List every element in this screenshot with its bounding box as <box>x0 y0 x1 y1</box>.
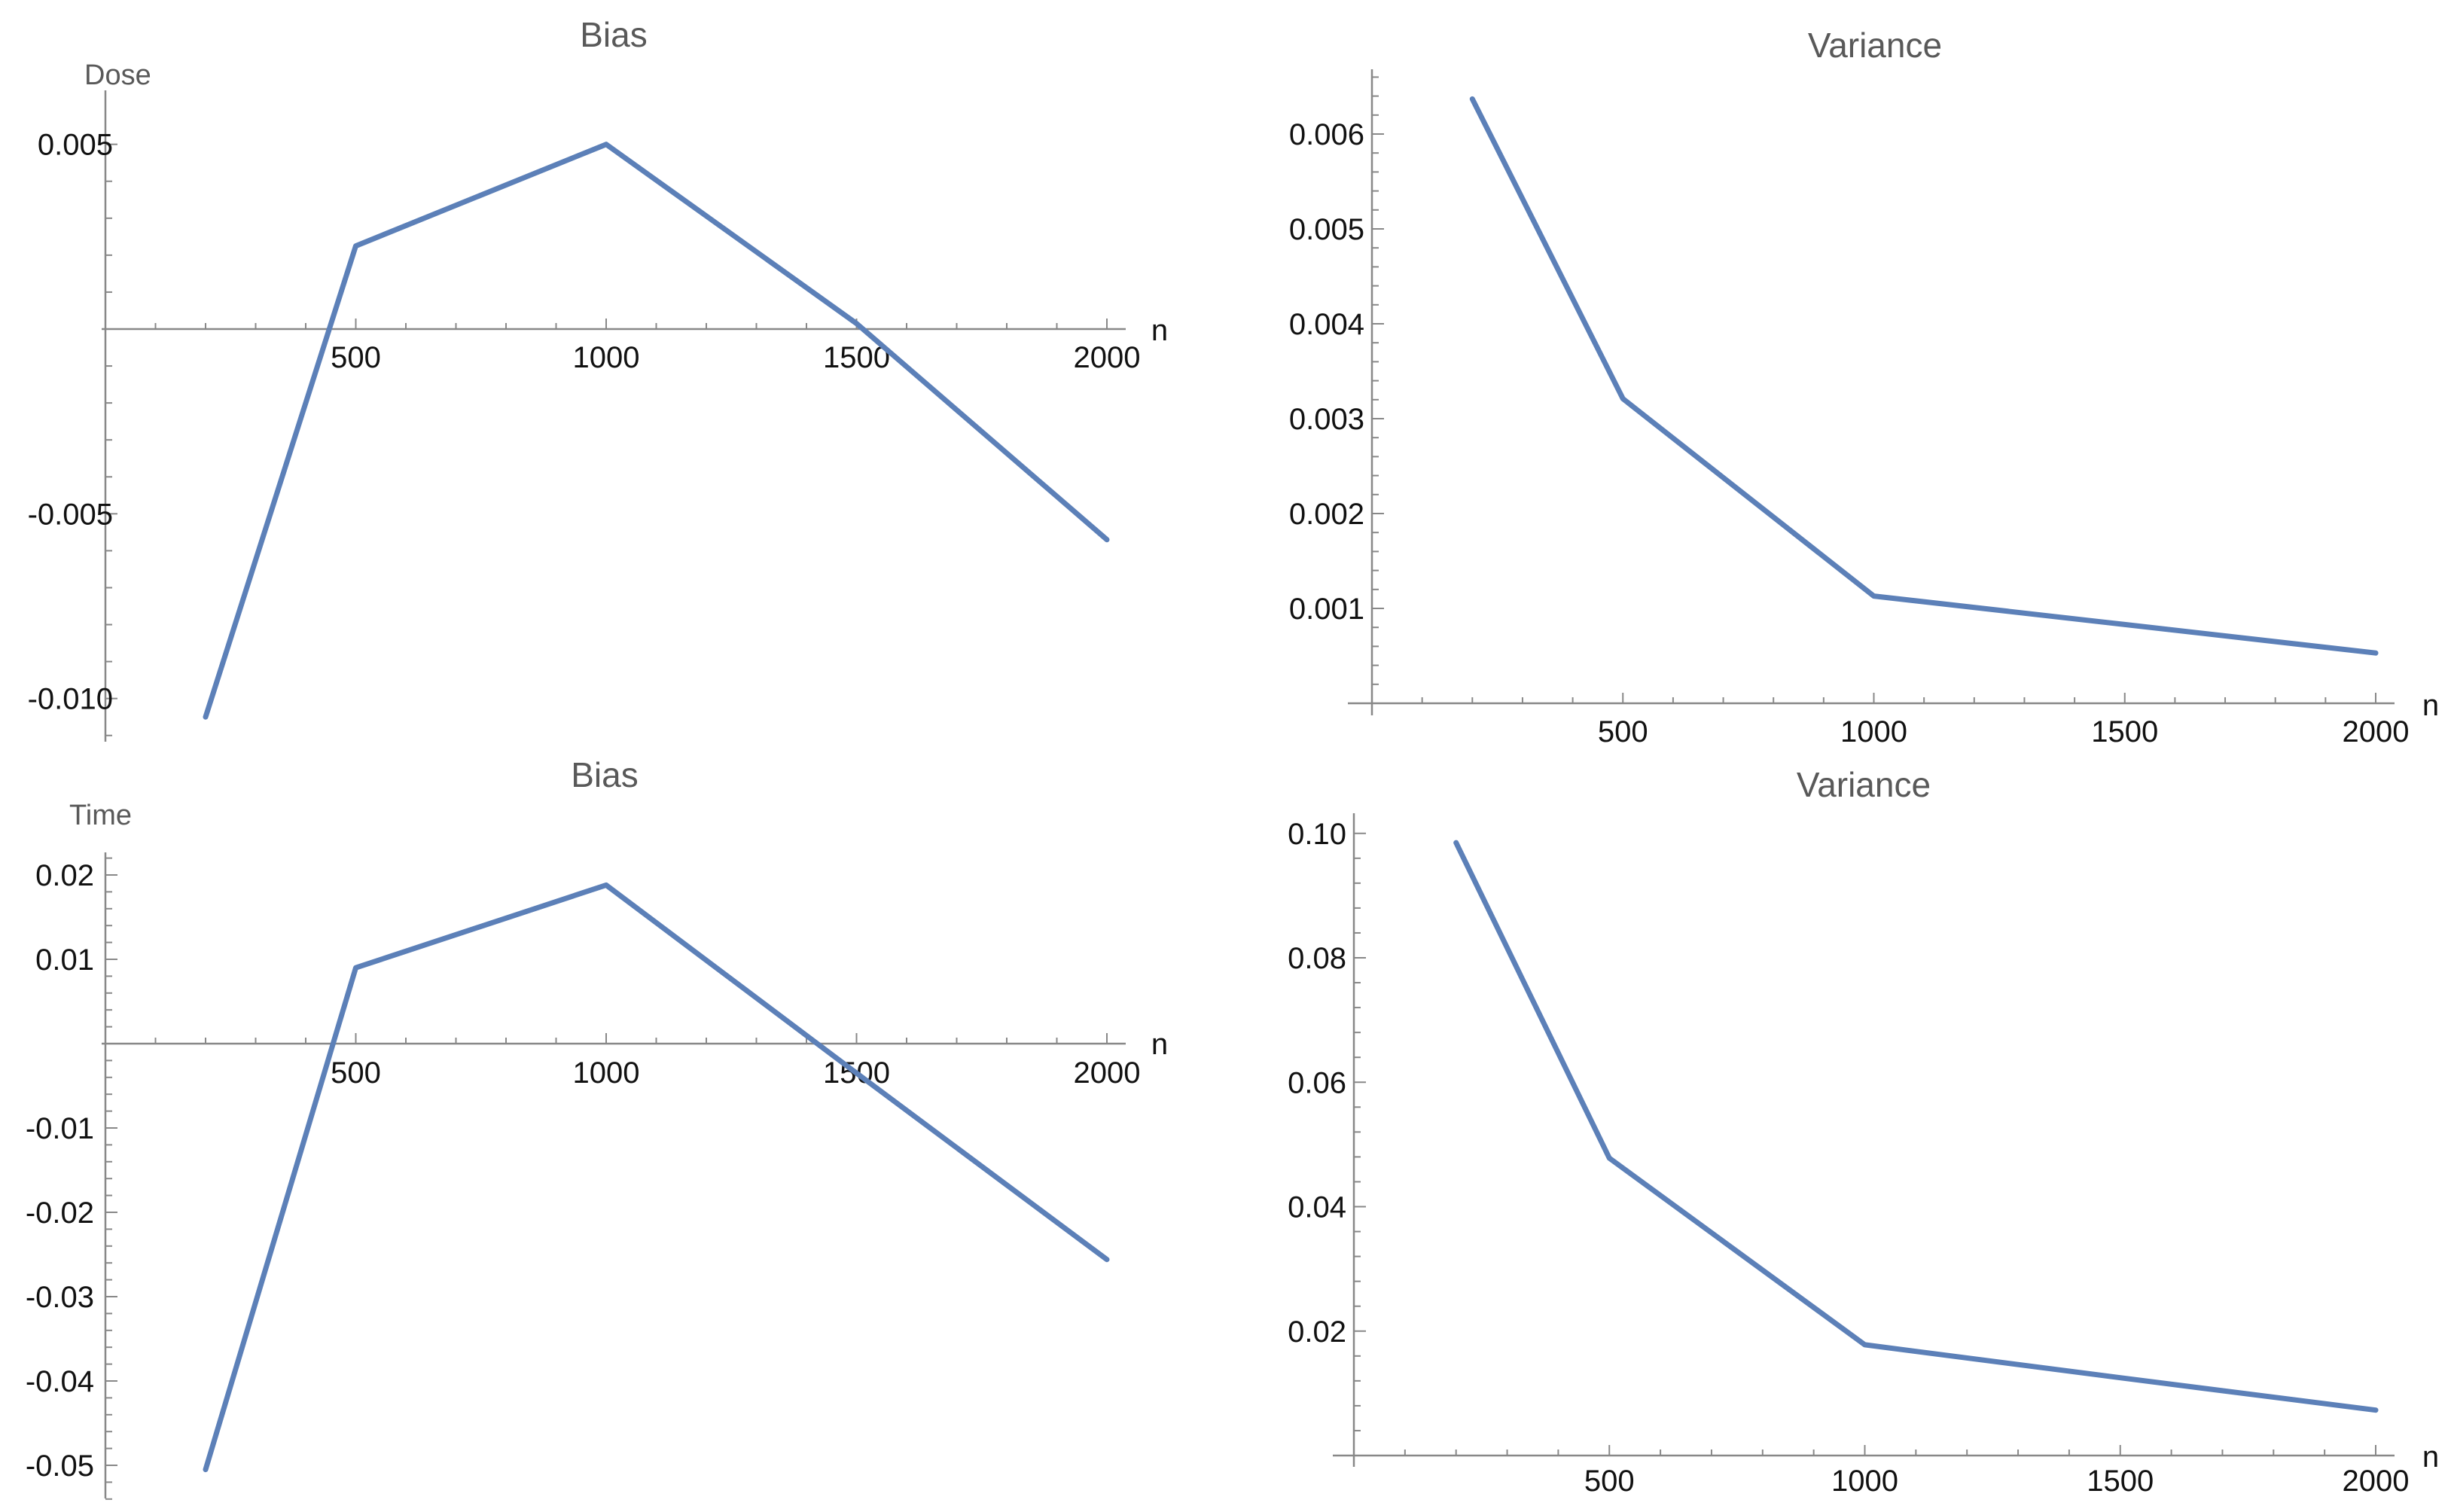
x-axis-label: n <box>1151 314 1168 347</box>
y-axis-label: Dose <box>84 59 151 91</box>
y-tick-label: 0.02 <box>1288 1315 1346 1349</box>
y-tick-label: 0.06 <box>1288 1066 1346 1099</box>
x-tick-label: 2000 <box>2343 715 2410 748</box>
x-axis-label: n <box>2422 1440 2439 1474</box>
y-tick-label: 0.006 <box>1289 118 1364 151</box>
y-tick-label: -0.01 <box>26 1112 94 1145</box>
x-tick-label: 1000 <box>573 341 640 374</box>
x-tick-label: 500 <box>331 341 381 374</box>
y-axis-label: Time <box>69 800 132 831</box>
series-line <box>203 142 1110 720</box>
y-tick-label: -0.010 <box>28 683 113 716</box>
chart-panel-dose-bias: Bias Dose n 500 1000 1500 2000 -0.010 -0.005 0.00… <box>28 15 1168 742</box>
y-tick-label: 0.02 <box>35 859 94 892</box>
chart-title: Variance <box>1797 765 1931 804</box>
y-tick-label: 0.001 <box>1289 593 1364 626</box>
y-tick-label: 0.10 <box>1288 818 1346 851</box>
x-tick-label: 500 <box>1584 1465 1635 1498</box>
x-tick-label: 1000 <box>1831 1465 1898 1498</box>
y-tick-label: 0.08 <box>1288 942 1346 975</box>
series-line <box>1469 96 2379 656</box>
y-tick-label: -0.02 <box>26 1196 94 1230</box>
chart-title: Variance <box>1808 26 1942 65</box>
x-tick-label: 500 <box>1598 715 1648 748</box>
y-tick-label: 0.003 <box>1289 403 1364 436</box>
x-tick-label: 2000 <box>1074 341 1141 374</box>
series-line <box>1453 840 2379 1413</box>
x-tick-label: 1000 <box>1840 715 1907 748</box>
y-tick-label: 0.002 <box>1289 498 1364 531</box>
y-tick-label: -0.03 <box>26 1281 94 1314</box>
x-tick-label: 1500 <box>2087 1465 2154 1498</box>
y-tick-label: 0.005 <box>1289 213 1364 246</box>
y-tick-label: 0.005 <box>38 129 113 162</box>
x-axis-label: n <box>2422 689 2439 722</box>
chart-panel-dose-variance: Variance n 500 1000 1500 2000 0.001 0.002 0.003 0… <box>1289 26 2439 748</box>
series-line <box>203 882 1110 1473</box>
x-tick-label: 1000 <box>573 1056 640 1090</box>
x-tick-label: 1500 <box>823 341 890 374</box>
y-tick-label: -0.05 <box>26 1450 94 1483</box>
x-tick-label: 2000 <box>1074 1056 1141 1090</box>
y-tick-label: 0.04 <box>1288 1191 1346 1224</box>
y-tick-label: 0.01 <box>35 943 94 977</box>
chart-panel-time-variance: Variance n 500 1000 1500 2000 0.02 0.04 0.06 0.08… <box>1288 765 2439 1498</box>
x-tick-label: 2000 <box>2343 1465 2410 1498</box>
x-axis-label: n <box>1151 1028 1168 1061</box>
y-tick-label: -0.04 <box>26 1365 94 1398</box>
y-tick-label: -0.005 <box>28 498 113 531</box>
chart-title: Bias <box>571 755 638 794</box>
y-tick-label: 0.004 <box>1289 308 1364 341</box>
chart-title: Bias <box>580 15 647 54</box>
x-tick-label: 500 <box>331 1056 381 1090</box>
x-tick-label: 1500 <box>2091 715 2158 748</box>
